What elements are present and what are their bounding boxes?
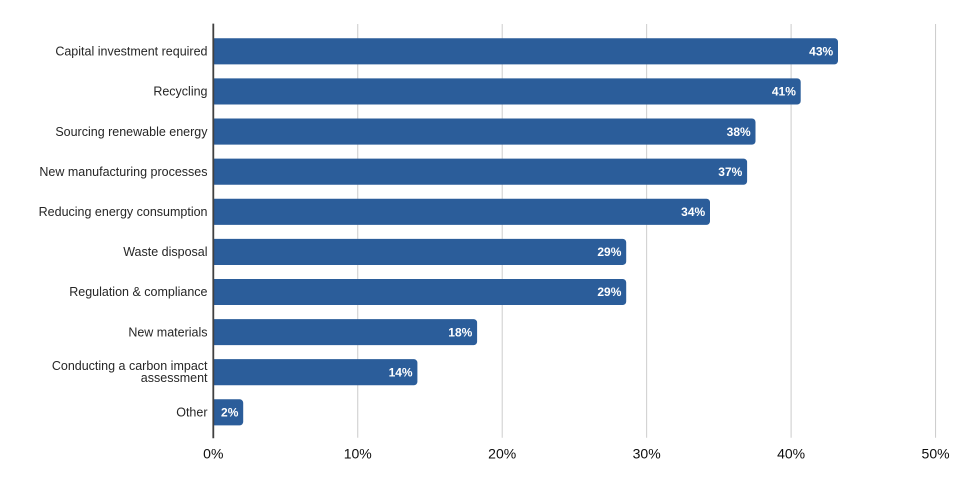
svg-text:Capital investment required: Capital investment required xyxy=(55,45,207,59)
svg-text:2%: 2% xyxy=(221,406,239,420)
svg-text:40%: 40% xyxy=(777,446,805,462)
svg-text:Conducting a carbon impact: Conducting a carbon impact xyxy=(52,359,208,373)
svg-text:Sourcing renewable energy: Sourcing renewable energy xyxy=(55,125,208,139)
svg-text:10%: 10% xyxy=(344,446,372,462)
svg-text:29%: 29% xyxy=(597,245,621,259)
svg-text:34%: 34% xyxy=(681,205,705,219)
svg-text:41%: 41% xyxy=(772,85,796,99)
svg-text:18%: 18% xyxy=(448,325,472,339)
svg-text:14%: 14% xyxy=(389,365,413,379)
svg-text:assessment: assessment xyxy=(141,371,208,385)
svg-text:0%: 0% xyxy=(203,446,223,462)
svg-text:New manufacturing processes: New manufacturing processes xyxy=(39,165,207,179)
svg-text:New materials: New materials xyxy=(128,325,207,339)
svg-text:Reducing energy consumption: Reducing energy consumption xyxy=(39,205,208,219)
svg-text:37%: 37% xyxy=(718,165,742,179)
svg-text:Regulation & compliance: Regulation & compliance xyxy=(69,285,207,299)
svg-text:38%: 38% xyxy=(727,125,751,139)
svg-text:29%: 29% xyxy=(597,285,621,299)
svg-text:20%: 20% xyxy=(488,446,516,462)
svg-text:Waste disposal: Waste disposal xyxy=(123,245,207,259)
svg-text:43%: 43% xyxy=(809,45,833,59)
svg-text:30%: 30% xyxy=(633,446,661,462)
svg-text:Other: Other xyxy=(176,406,207,420)
svg-text:Recycling: Recycling xyxy=(153,85,207,99)
svg-text:50%: 50% xyxy=(922,446,950,462)
